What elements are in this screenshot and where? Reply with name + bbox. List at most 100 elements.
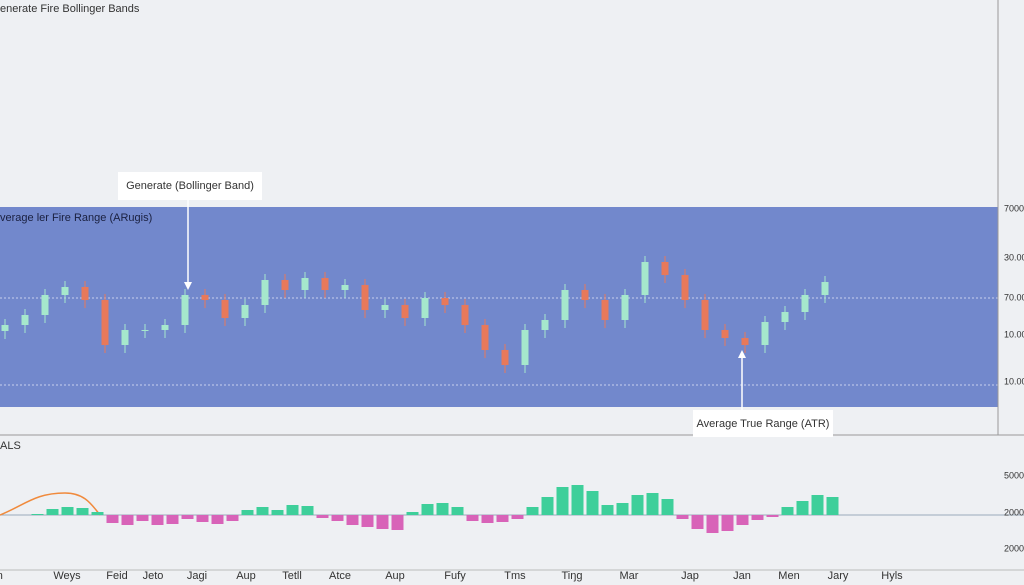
histogram-bar (91, 512, 104, 515)
candle-body (361, 285, 369, 310)
candle-body (801, 295, 809, 312)
callout-text: Average True Range (ATR) (697, 418, 830, 430)
y-tick-label: 10.00 (1004, 376, 1024, 386)
histogram-bar (646, 493, 659, 515)
histogram-bar (301, 506, 314, 515)
candle-body (61, 287, 69, 295)
histogram-bar (436, 503, 449, 515)
histogram-bar (346, 515, 359, 525)
candle-body (401, 305, 409, 318)
histogram-bar (781, 507, 794, 515)
histogram-bar (256, 507, 269, 515)
x-tick-label: Aup (236, 570, 256, 582)
candle-body (821, 282, 829, 295)
x-tick-label: Jan (733, 570, 751, 582)
x-tick-label: Hyls (881, 570, 903, 582)
candle-body (421, 298, 429, 318)
histogram-bar (136, 515, 149, 521)
candle-body (561, 290, 569, 320)
histogram-bar (226, 515, 239, 521)
histogram-bar (406, 512, 419, 515)
candle-body (201, 295, 209, 300)
x-tick-label: Jap (681, 570, 699, 582)
candle-body (1, 325, 9, 331)
x-tick-label: Tms (504, 570, 526, 582)
histogram-bar (796, 501, 809, 515)
histogram-bar (556, 487, 569, 515)
candle-body (701, 300, 709, 330)
candle-body (681, 275, 689, 300)
histogram-bar (511, 515, 524, 519)
panel-label: ALS (0, 440, 21, 452)
candle-body (161, 325, 169, 330)
candle-body (641, 262, 649, 295)
histogram-bar (391, 515, 404, 530)
candle-body (101, 300, 109, 345)
x-tick-label: Fufy (444, 570, 466, 582)
x-tick-label: Weys (53, 570, 81, 582)
candle-body (721, 330, 729, 338)
callout (118, 172, 262, 200)
candle-body (621, 295, 629, 320)
candle-body (541, 320, 549, 330)
candle-body (781, 312, 789, 322)
candle-body (461, 305, 469, 325)
histogram-bar (376, 515, 389, 529)
x-tick-label: Tetll (282, 570, 302, 582)
band (0, 207, 998, 407)
histogram-bar (676, 515, 689, 519)
callout-arrow (738, 350, 746, 358)
histogram-bar (151, 515, 164, 525)
candle-body (241, 305, 249, 318)
candle-body (661, 262, 669, 275)
histogram-bar (196, 515, 209, 522)
histogram-bar (361, 515, 374, 527)
histogram-bar (526, 507, 539, 515)
chart-title: enerate Fire Bollinger Bands (0, 3, 140, 15)
histogram-bar (616, 503, 629, 515)
histogram-bar (691, 515, 704, 529)
candle-body (321, 278, 329, 290)
candle-body (41, 295, 49, 315)
candle-body (601, 300, 609, 320)
x-tick-label: Jon (0, 570, 3, 582)
histogram-bar (736, 515, 749, 525)
x-tick-label: Jagi (187, 570, 207, 582)
panel-label: verage ler Fire Range (ARugis) (0, 212, 152, 224)
candle-body (581, 290, 589, 300)
histogram-bar (601, 505, 614, 515)
histogram-bar (166, 515, 179, 524)
histogram-bar (121, 515, 134, 525)
histogram-bar (46, 509, 59, 515)
candle-body (481, 325, 489, 350)
histogram-bar (481, 515, 494, 523)
x-tick-label: Men (778, 570, 799, 582)
x-tick-label: Jeto (143, 570, 164, 582)
candle-body (521, 330, 529, 365)
candle-body (761, 322, 769, 345)
histogram-bar (586, 491, 599, 515)
candle-body (301, 278, 309, 290)
histogram-bar (541, 497, 554, 515)
y-tick-label: 7000 (1004, 203, 1024, 213)
histogram-bar (31, 514, 44, 515)
histogram-bar (181, 515, 194, 519)
candle-body (261, 280, 269, 305)
histogram-bar (571, 485, 584, 515)
x-tick-label: Jary (828, 570, 849, 582)
x-tick-label: Tiŋg (562, 570, 583, 582)
histogram-bar (241, 510, 254, 515)
x-tick-label: Atce (329, 570, 351, 582)
candle-body (501, 350, 509, 365)
histogram-bar (826, 497, 839, 515)
histogram-bar (661, 499, 674, 515)
y-tick-label: 30.00 (1004, 252, 1024, 262)
y-tick-label: 2000 (1004, 543, 1024, 553)
histogram-bar (421, 504, 434, 515)
histogram-bar (706, 515, 719, 533)
callout (693, 410, 833, 437)
x-tick-label: Aup (385, 570, 405, 582)
y-tick-label: 10.00 (1004, 329, 1024, 339)
